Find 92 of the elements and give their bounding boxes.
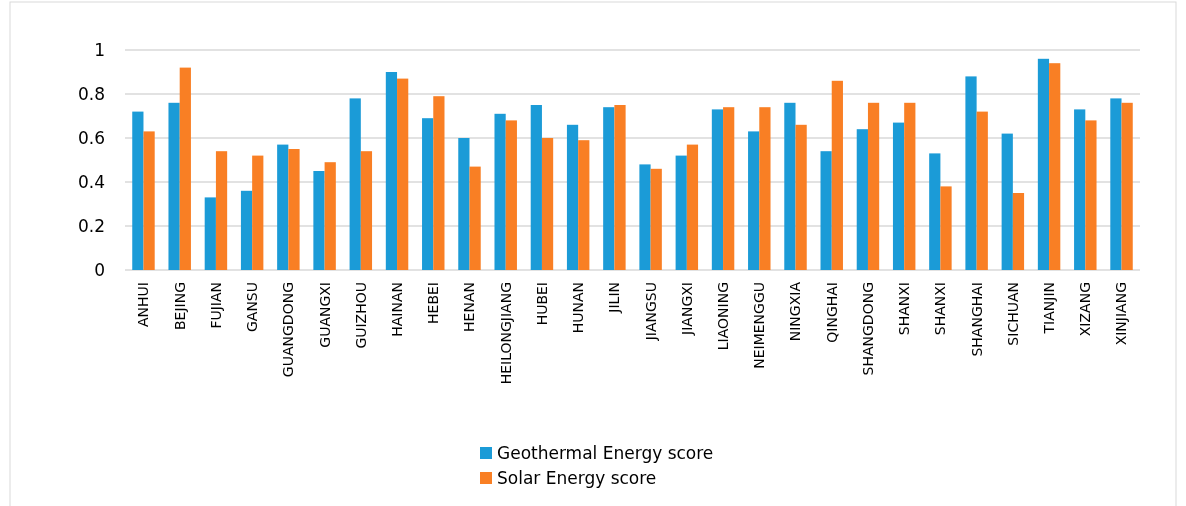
bar bbox=[541, 138, 554, 270]
x-tick-label: XIZANG bbox=[1077, 282, 1094, 337]
bar bbox=[422, 118, 434, 270]
bar bbox=[458, 138, 470, 270]
bar bbox=[277, 144, 289, 270]
x-tick-label: HEBEI bbox=[425, 282, 442, 324]
bar bbox=[748, 131, 760, 270]
x-tick-label: GUANGXI bbox=[316, 282, 333, 348]
bar bbox=[795, 124, 807, 270]
bar bbox=[759, 107, 771, 270]
y-tick-label: 0.2 bbox=[77, 215, 105, 236]
x-tick-label: XINJIANG bbox=[1113, 282, 1130, 346]
x-tick-label: TIANJIN bbox=[1040, 282, 1057, 335]
bar bbox=[179, 67, 191, 270]
x-tick-label: FUJIAN bbox=[207, 282, 224, 329]
bar bbox=[360, 151, 373, 270]
bar bbox=[1074, 109, 1086, 270]
x-tick-label: GANSU bbox=[244, 282, 261, 333]
legend-label: Geothermal Energy score bbox=[497, 443, 714, 463]
x-tick-label: ANHUI bbox=[135, 282, 152, 327]
bar bbox=[397, 78, 409, 270]
bar bbox=[578, 140, 590, 270]
bar bbox=[892, 122, 905, 270]
x-tick-label: NINGXIA bbox=[787, 281, 804, 342]
x-tick-label: JIANGXI bbox=[678, 282, 695, 336]
bar bbox=[204, 197, 216, 270]
bar bbox=[856, 129, 868, 270]
x-tick-label: NEIMENGGU bbox=[751, 282, 768, 369]
x-tick-label: GUIZHOU bbox=[352, 282, 369, 349]
bar bbox=[349, 98, 361, 270]
x-tick-label: LIAONING bbox=[714, 282, 731, 351]
bar bbox=[215, 151, 228, 270]
bar bbox=[240, 190, 253, 270]
x-tick-label: SHANXI bbox=[896, 282, 913, 336]
bar bbox=[494, 113, 506, 270]
bar bbox=[1049, 63, 1061, 270]
bar bbox=[1085, 120, 1097, 270]
x-tick-label: HUNAN bbox=[570, 282, 587, 334]
bar bbox=[675, 155, 687, 270]
legend-label: Solar Energy score bbox=[497, 468, 657, 488]
bar bbox=[723, 107, 735, 270]
y-tick-label: 0 bbox=[94, 259, 105, 280]
bar bbox=[650, 168, 662, 270]
bar bbox=[940, 186, 952, 270]
bar bbox=[143, 131, 155, 270]
x-tick-label: JILIN bbox=[606, 282, 623, 314]
bar bbox=[614, 105, 626, 270]
x-tick-label: HENAN bbox=[461, 282, 478, 332]
bar bbox=[1110, 98, 1122, 270]
bar bbox=[686, 144, 699, 270]
x-tick-label: GUANGDONG bbox=[280, 282, 297, 378]
bar bbox=[603, 107, 615, 270]
bar bbox=[965, 76, 977, 270]
y-tick-label: 0.8 bbox=[77, 83, 105, 104]
y-tick-label: 0.4 bbox=[77, 171, 105, 192]
x-tick-label: SICHUAN bbox=[1004, 282, 1021, 346]
bar bbox=[784, 102, 796, 270]
bar bbox=[820, 151, 832, 270]
bar bbox=[976, 111, 988, 270]
bar bbox=[1001, 133, 1013, 270]
x-tick-label: SHANXI bbox=[932, 282, 949, 336]
bar bbox=[639, 164, 651, 270]
bar bbox=[929, 153, 941, 270]
bar bbox=[831, 80, 843, 270]
y-tick-label: 1 bbox=[94, 39, 105, 60]
bar bbox=[132, 111, 144, 270]
bar bbox=[288, 149, 300, 270]
bar bbox=[566, 124, 579, 270]
bar bbox=[530, 105, 542, 270]
bar bbox=[433, 96, 445, 270]
x-tick-label: HAINAN bbox=[388, 282, 405, 337]
x-tick-label: JIANGSU bbox=[642, 282, 659, 342]
x-tick-label: SHANGDONG bbox=[859, 282, 876, 376]
bar bbox=[324, 162, 336, 270]
bar bbox=[1121, 102, 1133, 270]
bar bbox=[313, 171, 325, 270]
bar bbox=[469, 166, 481, 270]
bar bbox=[904, 102, 916, 270]
y-tick-label: 0.6 bbox=[77, 127, 105, 148]
bar bbox=[168, 102, 180, 270]
bar bbox=[1037, 58, 1050, 270]
x-tick-label: SHANGHAI bbox=[968, 282, 985, 357]
x-tick-label: BEJING bbox=[171, 282, 188, 331]
x-tick-label: HUBEI bbox=[533, 282, 550, 326]
x-tick-label: HEILONGJIANG bbox=[497, 282, 514, 385]
x-tick-label: QINGHAI bbox=[823, 282, 840, 343]
bar bbox=[505, 120, 517, 270]
bar bbox=[385, 72, 398, 270]
bar bbox=[252, 155, 264, 270]
bar bbox=[867, 102, 880, 270]
bar bbox=[711, 109, 724, 270]
bar bbox=[1012, 193, 1025, 270]
